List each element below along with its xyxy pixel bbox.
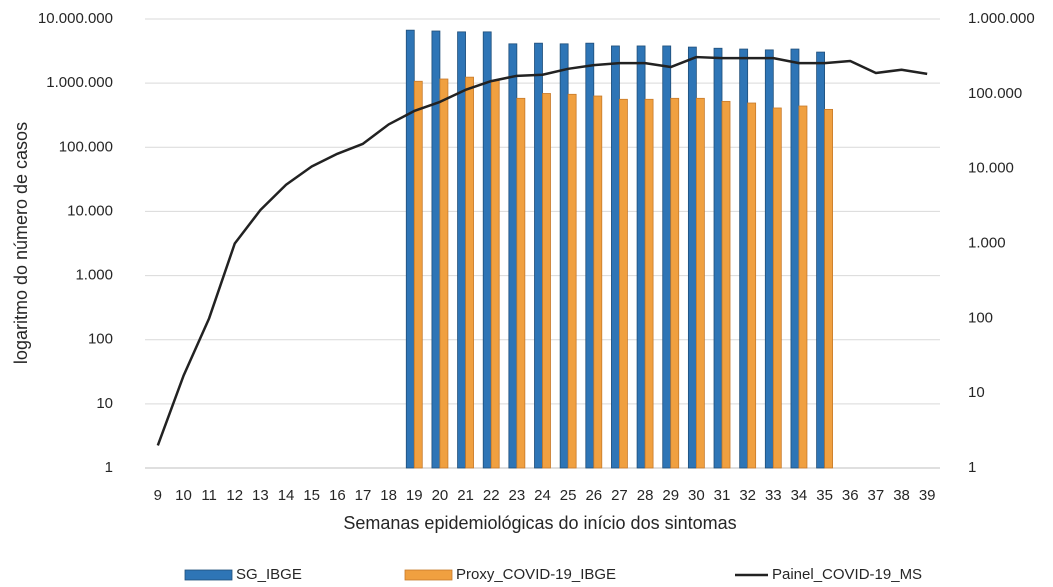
bar (824, 108, 833, 469)
bar (413, 80, 423, 469)
x-tick-label: 28 (637, 487, 654, 504)
line (156, 55, 928, 446)
x-tick-label: 29 (662, 487, 679, 504)
x-tick-label: 23 (509, 487, 526, 504)
x-tick-label: 39 (919, 487, 936, 504)
x-tick-label: 30 (688, 487, 705, 504)
bar (508, 43, 518, 469)
y2-tick-label: 1.000 (968, 234, 1006, 251)
x-tick-label: 27 (611, 487, 628, 504)
x-tick-label: 35 (816, 487, 833, 504)
legend-label: Proxy_COVID-19_IBGE (456, 566, 616, 583)
x-tick-label: 33 (765, 487, 782, 504)
x-tick-label: 31 (714, 487, 731, 504)
x-axis-label: Semanas epidemiológicas do início dos si… (343, 513, 736, 533)
bar (739, 48, 749, 469)
bar (816, 51, 825, 469)
bar (534, 42, 543, 469)
x-tick-label: 32 (739, 487, 756, 504)
x-tick-label: 37 (868, 487, 885, 504)
y2-tick-label: 10 (968, 384, 985, 401)
x-tick-label: 16 (329, 487, 346, 504)
y2-tick-label: 10.000 (968, 160, 1014, 177)
y-tick-label: 1.000 (75, 267, 113, 284)
bar (790, 48, 800, 469)
bar (687, 46, 697, 469)
bar (721, 100, 731, 469)
x-tick-label: 22 (483, 487, 500, 504)
y-tick-label: 10.000 (67, 202, 113, 219)
x-tick-label: 34 (791, 487, 808, 504)
x-tick-label: 20 (432, 487, 449, 504)
x-tick-label: 36 (842, 487, 859, 504)
x-tick-label: 15 (303, 487, 320, 504)
y2-tick-label: 1.000.000 (968, 10, 1035, 27)
y2-tick-label: 1 (968, 459, 976, 476)
bar (516, 97, 526, 469)
bar (431, 30, 441, 469)
x-tick-label: 21 (457, 487, 474, 504)
x-tick-label: 19 (406, 487, 423, 504)
x-tick-label: 26 (585, 487, 602, 504)
legend-label: SG_IBGE (236, 566, 302, 583)
bar (559, 43, 569, 469)
y-axis-label: logaritmo do número de casos (11, 122, 31, 364)
x-tick-label: 18 (380, 487, 397, 504)
x-tick-label: 9 (154, 487, 162, 504)
bar (482, 31, 492, 469)
legend-swatch (404, 569, 453, 581)
x-tick-label: 25 (560, 487, 577, 504)
bar (662, 45, 672, 469)
bar (611, 45, 620, 469)
bar (457, 31, 466, 469)
y-tick-label: 100.000 (59, 138, 113, 155)
x-tick-label: 13 (252, 487, 269, 504)
bar (405, 29, 415, 469)
x-tick-label: 38 (893, 487, 910, 504)
bar (636, 45, 646, 469)
bar (567, 93, 577, 469)
bar (490, 80, 500, 469)
y2-tick-label: 100.000 (968, 85, 1022, 102)
x-tick-label: 10 (175, 487, 192, 504)
bar (747, 102, 757, 469)
bar (644, 98, 654, 469)
bar (619, 98, 628, 469)
x-tick-label: 14 (278, 487, 295, 504)
y2-tick-label: 100 (968, 309, 993, 326)
x-tick-label: 11 (201, 487, 217, 504)
legend-swatch (184, 569, 233, 581)
y-tick-label: 100 (88, 331, 113, 348)
bar (585, 42, 595, 469)
bar (593, 95, 603, 469)
y-tick-label: 1 (105, 459, 113, 476)
bar (465, 76, 474, 469)
bar (542, 93, 551, 469)
y-tick-label: 10.000.000 (38, 10, 113, 27)
bar (670, 97, 680, 469)
bar (439, 78, 449, 469)
bar (772, 107, 782, 469)
bar (713, 47, 723, 469)
x-tick-label: 17 (355, 487, 372, 504)
bar (695, 97, 705, 469)
y-tick-label: 10 (96, 395, 113, 412)
legend-label: Painel_COVID-19_MS (772, 566, 922, 583)
x-tick-label: 24 (534, 487, 551, 504)
bar (798, 105, 808, 469)
x-tick-label: 12 (226, 487, 243, 504)
bar (764, 49, 774, 469)
y-tick-label: 1.000.000 (46, 74, 113, 91)
